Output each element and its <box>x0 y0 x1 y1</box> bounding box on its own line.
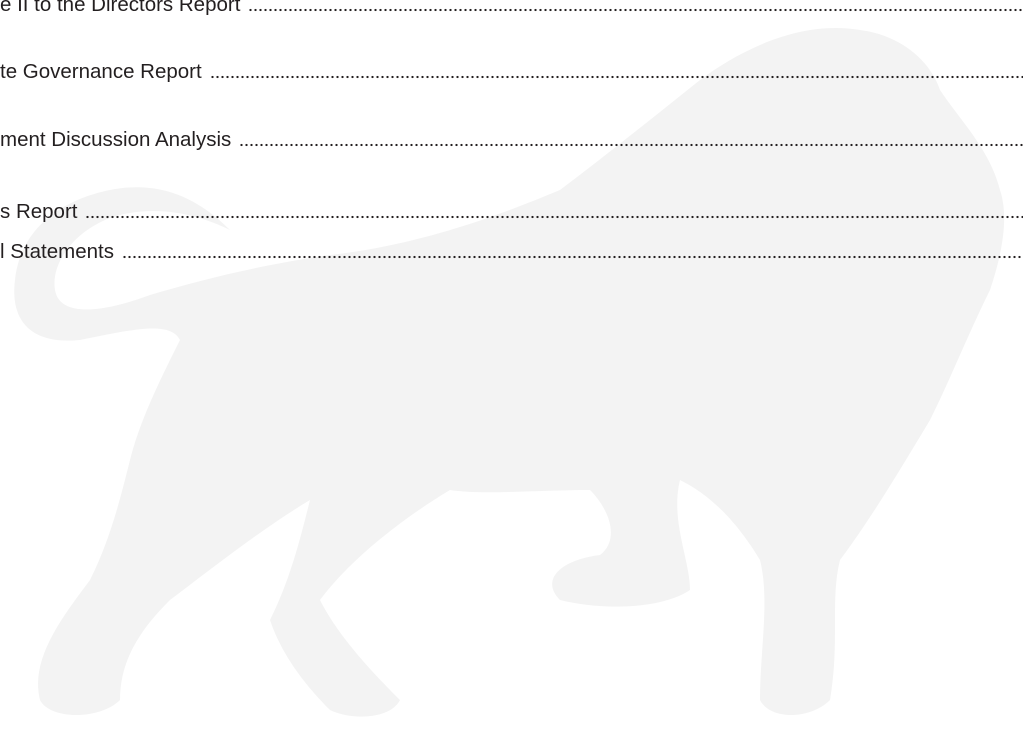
entry-title: l Statements <box>0 238 122 266</box>
entry-title: s Report <box>0 198 85 226</box>
dot-leader <box>85 214 1023 220</box>
page: {"contents": {"entries": ["e II to the D… <box>0 0 1023 745</box>
lion-watermark <box>0 0 1023 745</box>
entry-title: e II to the Directors Report <box>0 0 248 19</box>
dot-leader <box>122 254 1023 260</box>
entry-title: ment Discussion Analysis <box>0 126 239 154</box>
toc-entry: ment Discussion Analysis <box>0 126 1023 154</box>
toc-entry: e II to the Directors Report <box>0 0 1023 19</box>
toc-entry: te Governance Report <box>0 58 1023 86</box>
entry-title: te Governance Report <box>0 58 210 86</box>
dot-leader <box>239 142 1023 148</box>
toc-entry: s Report <box>0 198 1023 226</box>
dot-leader <box>248 7 1023 13</box>
toc-entry: l Statements <box>0 238 1023 266</box>
dot-leader <box>210 74 1023 80</box>
